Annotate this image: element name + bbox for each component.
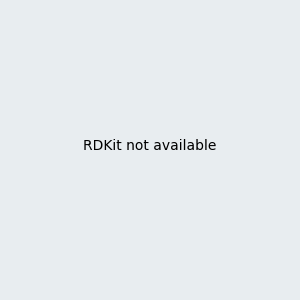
- Text: RDKit not available: RDKit not available: [83, 139, 217, 153]
